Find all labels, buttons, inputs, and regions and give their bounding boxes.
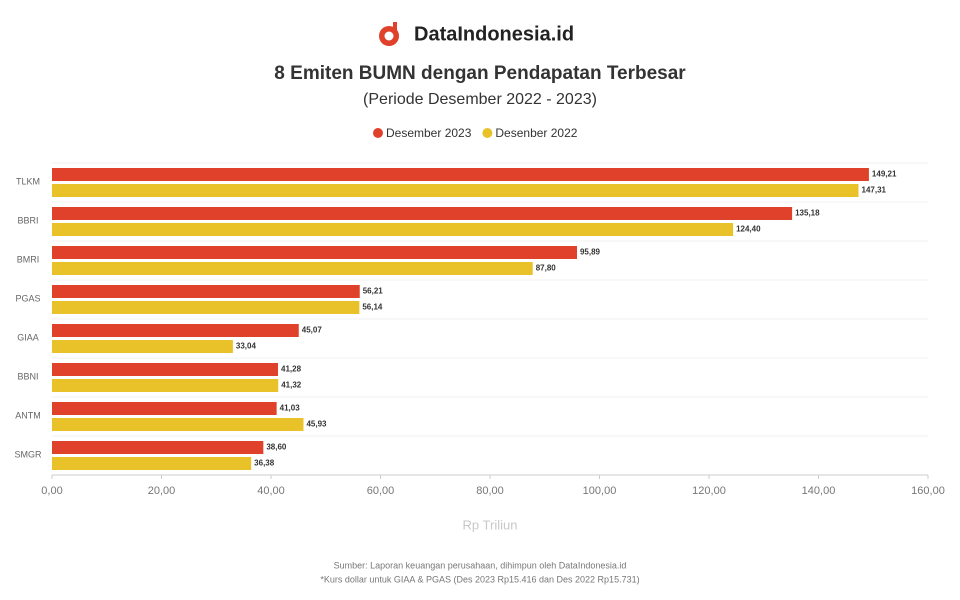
y-tick-label: BBRI <box>17 215 38 225</box>
value-label: 95,89 <box>580 248 601 257</box>
bar <box>52 340 233 353</box>
value-label: 135,18 <box>795 209 820 218</box>
bar <box>52 168 869 181</box>
x-tick-label: 20,00 <box>148 485 176 497</box>
footer-source: Sumber: Laporan keuangan perusahaan, dih… <box>334 560 627 570</box>
value-label: 45,93 <box>306 420 327 429</box>
bar <box>52 301 360 314</box>
x-tick-label: 40,00 <box>257 485 285 497</box>
x-axis-label: Rp Triliun <box>463 517 518 532</box>
bar <box>52 441 264 454</box>
value-label: 124,40 <box>736 225 761 234</box>
value-label: 87,80 <box>536 264 557 273</box>
x-tick-label: 140,00 <box>802 485 836 497</box>
bar <box>52 457 252 470</box>
brand: DataIndonesia.id <box>414 23 574 45</box>
y-tick-label: ANTM <box>15 410 41 420</box>
bar <box>52 262 533 275</box>
legend-label: Desember 2023 <box>386 126 472 140</box>
y-tick-label: BBNI <box>17 371 38 381</box>
legend-swatch <box>373 128 383 138</box>
bar <box>52 363 279 376</box>
value-label: 56,21 <box>363 287 384 296</box>
bar <box>52 285 360 298</box>
value-label: 36,38 <box>254 459 275 468</box>
bar <box>52 379 279 392</box>
y-tick-label: BMRI <box>17 254 40 264</box>
bar <box>52 223 734 236</box>
bar <box>52 402 277 415</box>
value-label: 38,60 <box>266 443 287 452</box>
bar <box>52 418 304 431</box>
chart-subtitle: (Periode Desember 2022 - 2023) <box>363 91 597 108</box>
logo <box>379 22 399 46</box>
value-label: 45,07 <box>302 326 323 335</box>
bar <box>52 184 859 197</box>
value-label: 41,28 <box>281 365 302 374</box>
value-label: 56,14 <box>362 303 383 312</box>
y-tick-label: GIAA <box>17 332 39 342</box>
value-label: 41,32 <box>281 381 302 390</box>
legend-swatch <box>482 128 493 138</box>
value-label: 33,04 <box>236 342 257 351</box>
x-tick-label: 60,00 <box>367 485 395 497</box>
y-tick-label: SMGR <box>15 449 43 459</box>
chart-title: 8 Emiten BUMN dengan Pendapatan Terbesar <box>274 63 686 84</box>
bar <box>52 324 299 337</box>
bar <box>52 207 793 220</box>
x-tick-label: 120,00 <box>692 485 726 497</box>
legend-label: Desenber 2022 <box>495 126 577 140</box>
value-label: 149,21 <box>872 170 897 179</box>
y-tick-label: TLKM <box>16 176 40 186</box>
x-tick-label: 100,00 <box>583 485 617 497</box>
value-label: 41,03 <box>280 404 301 413</box>
footer-note: *Kurs dollar untuk GIAA & PGAS (Des 2023… <box>320 574 639 584</box>
x-tick-label: 80,00 <box>476 485 504 497</box>
bar <box>52 246 577 259</box>
y-tick-label: PGAS <box>15 293 40 303</box>
x-tick-label: 0,00 <box>41 485 62 497</box>
value-label: 147,31 <box>862 186 887 195</box>
x-tick-label: 160,00 <box>911 485 945 497</box>
